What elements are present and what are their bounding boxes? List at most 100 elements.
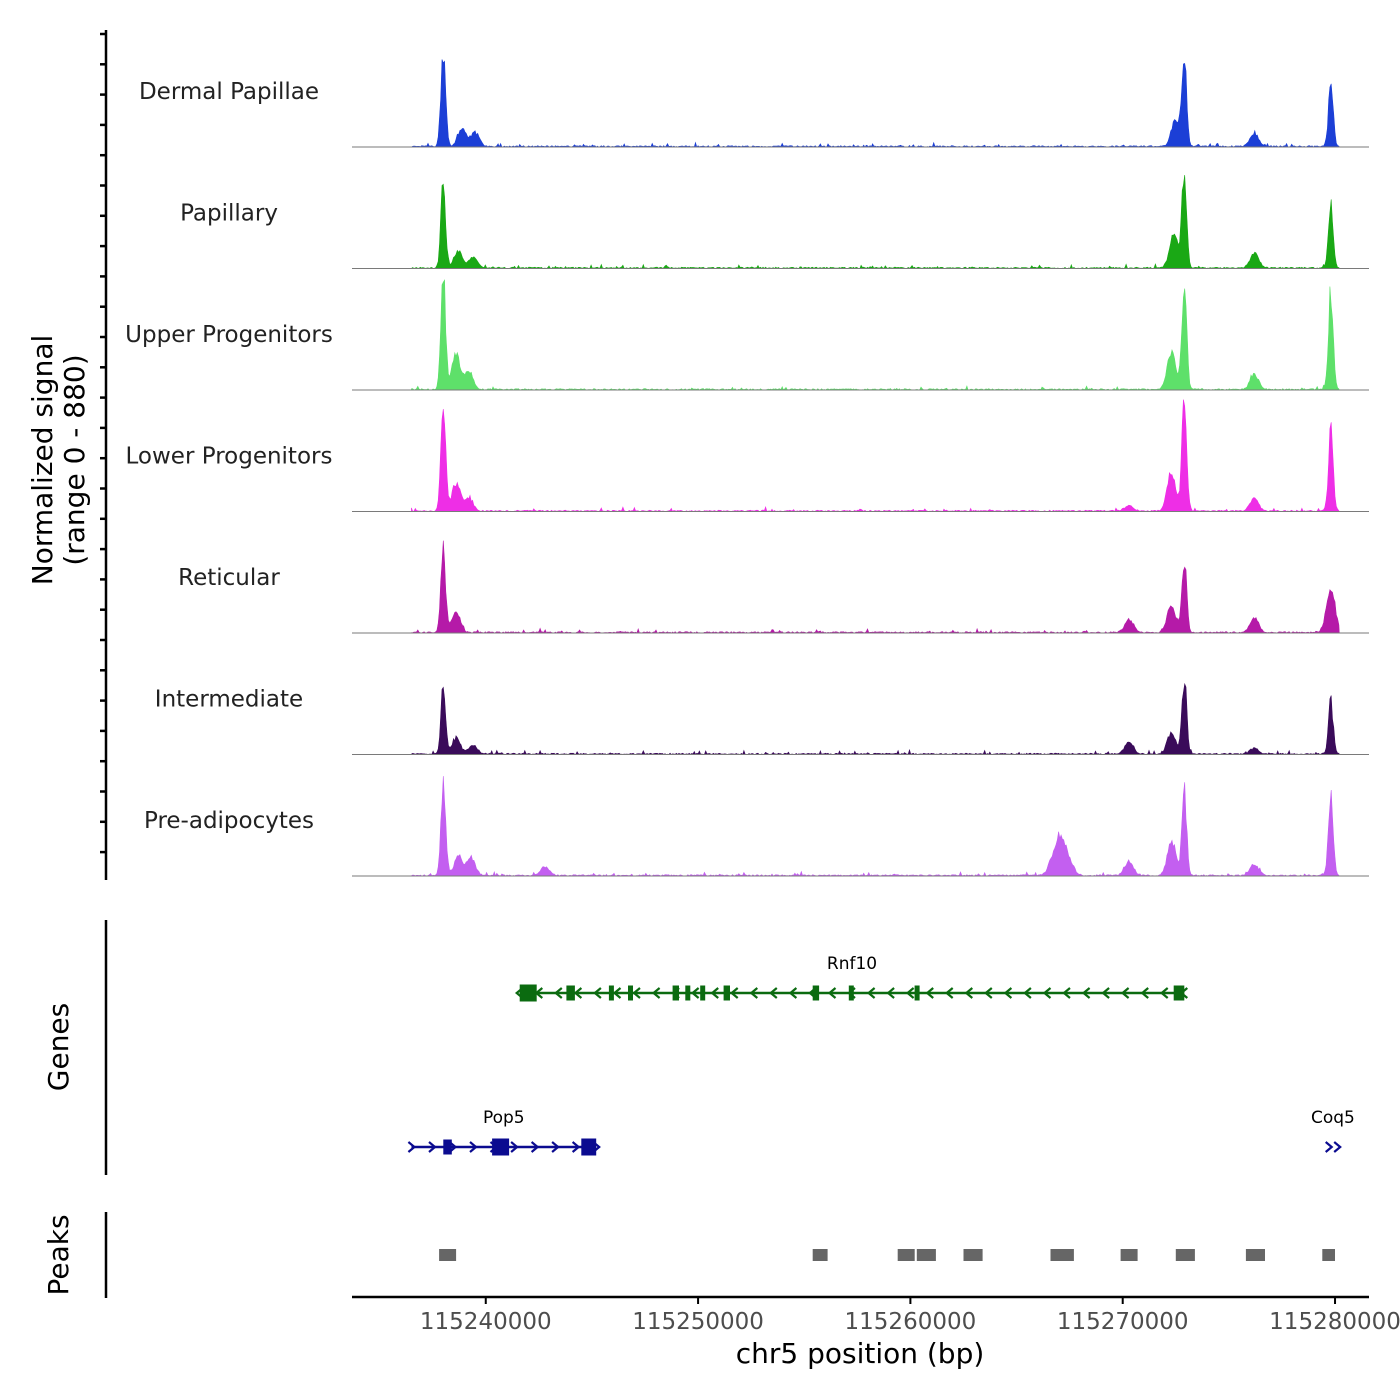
strand-chevron <box>428 1141 437 1153</box>
gene-rnf10: Rnf10 <box>514 954 1189 1002</box>
strand-chevron <box>1081 987 1091 999</box>
y-axis-range: (range 0 - 880) <box>58 354 91 565</box>
x-axis-ticks: 115240000 115250000 115260000 115270000 1152… <box>420 1297 1400 1335</box>
track-label: Dermal Papillae <box>139 79 319 105</box>
strand-chevron <box>729 987 739 999</box>
strand-chevron <box>593 987 602 999</box>
coverage-y-ticks <box>100 32 106 854</box>
gene-exon <box>628 985 633 1001</box>
gene-exon <box>608 985 614 1001</box>
gene-label: Coq5 <box>1311 1108 1355 1128</box>
track-intermediate: Intermediate <box>155 682 1369 755</box>
peak-region <box>1175 1249 1195 1261</box>
strand-chevron <box>510 1141 519 1153</box>
x-tick-label: 115270000 <box>1057 1309 1189 1335</box>
strand-chevron <box>690 987 700 999</box>
strand-chevron <box>1120 987 1130 999</box>
strand-chevron <box>407 1141 417 1153</box>
gene-annotations: Rnf10 Pop5 Coq5 <box>407 954 1355 1156</box>
x-tick-label: 115240000 <box>420 1309 552 1335</box>
strand-chevron <box>944 987 954 999</box>
strand-chevron <box>1159 987 1169 999</box>
strand-chevron <box>964 987 974 999</box>
track-signal-area <box>411 776 1340 877</box>
track-signal-area <box>411 175 1340 269</box>
peak-region <box>1050 1249 1074 1261</box>
strand-chevron <box>905 987 915 999</box>
gene-exon <box>1173 985 1185 1001</box>
gene-exon <box>723 985 730 1001</box>
gene-exon <box>700 985 706 1001</box>
track-dermal-papillae: Dermal Papillae <box>139 59 1369 148</box>
peak-region <box>963 1249 983 1261</box>
strand-chevron <box>554 987 563 999</box>
gene-label: Pop5 <box>483 1108 525 1128</box>
track-lower-progenitors: Lower Progenitors <box>126 399 1369 513</box>
strand-chevron <box>1062 987 1071 999</box>
peak-region <box>916 1249 936 1261</box>
strand-chevron <box>1140 987 1149 999</box>
strand-chevron <box>573 987 583 999</box>
gene-exon <box>685 985 691 1001</box>
track-pre-adipocytes: Pre-adipocytes <box>144 776 1369 877</box>
track-signal-area <box>411 59 1340 148</box>
strand-chevron <box>1042 987 1052 999</box>
peak-region <box>897 1249 915 1261</box>
peak-region <box>1120 1249 1138 1261</box>
track-upper-progenitors: Upper Progenitors <box>125 279 1369 391</box>
strand-chevron <box>612 987 622 999</box>
strand-chevron <box>469 1141 478 1153</box>
strand-chevron <box>1003 987 1013 999</box>
strand-chevron <box>1101 987 1110 999</box>
strand-chevron <box>571 1141 581 1153</box>
strand-chevron <box>749 987 759 999</box>
track-reticular: Reticular <box>178 540 1369 634</box>
peak-region <box>812 1249 828 1261</box>
track-label: Papillary <box>180 201 278 227</box>
peak-region <box>1322 1249 1335 1261</box>
gene-exon <box>914 985 920 1001</box>
gene-pop5: Pop5 <box>407 1108 601 1156</box>
strand-chevron <box>788 987 798 999</box>
gene-exon <box>581 1138 597 1156</box>
gene-exon <box>443 1139 452 1155</box>
strand-chevron <box>886 987 895 999</box>
gene-coq5: Coq5 <box>1311 1108 1355 1153</box>
peak-region <box>1245 1249 1265 1261</box>
track-label: Lower Progenitors <box>126 444 333 470</box>
gene-label: Rnf10 <box>827 954 877 974</box>
strand-chevron <box>984 987 993 999</box>
strand-chevron <box>651 987 661 999</box>
x-tick-label: 115250000 <box>632 1309 764 1335</box>
strand-chevron <box>866 987 876 999</box>
track-signal-area <box>411 540 1340 634</box>
track-signal-area <box>411 682 1340 755</box>
strand-chevron <box>710 987 719 999</box>
track-label: Reticular <box>178 565 280 591</box>
track-label: Intermediate <box>155 687 303 713</box>
gene-exon <box>566 985 575 1001</box>
track-label: Pre-adipocytes <box>144 808 314 834</box>
peaks-panel-title: Peaks <box>42 1214 75 1295</box>
track-signal-area <box>411 279 1340 391</box>
strand-chevron <box>1324 1141 1334 1153</box>
strand-chevron <box>632 987 641 999</box>
gene-exon <box>492 1138 510 1156</box>
strand-chevron <box>1333 1141 1342 1153</box>
strand-chevron <box>769 987 778 999</box>
peak-regions <box>439 1249 1335 1261</box>
strand-chevron <box>551 1141 560 1153</box>
genes-panel-title: Genes <box>42 1003 75 1091</box>
peak-region <box>439 1249 457 1261</box>
gene-exon <box>848 985 854 1001</box>
track-label: Upper Progenitors <box>125 322 333 348</box>
gene-exon <box>672 985 679 1001</box>
strand-chevron <box>925 987 934 999</box>
strand-chevron <box>1023 987 1032 999</box>
track-signal-area <box>411 399 1340 513</box>
strand-chevron <box>530 1141 540 1153</box>
y-axis-title: Normalized signal <box>26 335 59 586</box>
x-axis-title: chr5 position (bp) <box>736 1337 985 1370</box>
x-tick-label: 115260000 <box>845 1309 977 1335</box>
